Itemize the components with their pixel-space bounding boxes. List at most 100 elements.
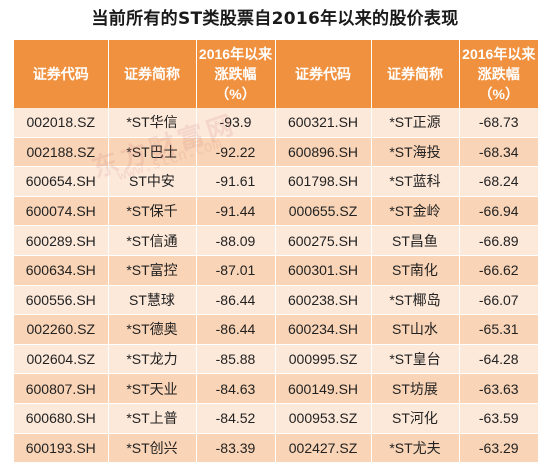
header-change-line2: 涨跌幅 bbox=[477, 66, 520, 82]
header-code-right: 证券代码 bbox=[275, 40, 372, 108]
right-code-cell: 000995.SZ bbox=[275, 344, 372, 375]
table-row: 600680.SH *ST上普 -84.52 000953.SZ ST河化 -63.59 bbox=[14, 403, 538, 434]
right-name-cell: *ST蓝科 bbox=[371, 166, 460, 197]
header-name-right: 证券简称 bbox=[371, 40, 460, 108]
table-row: 600634.SH *ST富控 -87.01 600301.SH ST南化 -66.62 bbox=[14, 255, 538, 286]
right-change-cell: -63.59 bbox=[459, 403, 538, 434]
right-change-cell: -66.94 bbox=[459, 196, 538, 227]
table-row: 002018.SZ *ST华信 -93.9 600321.SH *ST正源 -68.73 bbox=[14, 108, 538, 138]
left-change-cell: -84.52 bbox=[196, 403, 276, 434]
right-code-cell: 600301.SH bbox=[275, 255, 372, 286]
table-row: 002260.SZ *ST德奥 -86.44 600234.SH ST山水 -65.31 bbox=[14, 314, 538, 345]
page-title: 当前所有的ST类股票自2016年以来的股价表现 bbox=[91, 9, 459, 29]
st-stock-table: 证券代码 证券简称 2016年以来 涨跌幅 （%） 证券代码 证券简称 2016… bbox=[14, 40, 538, 464]
table-row: 600074.SH *ST保千 -91.44 000655.SZ *ST金岭 -66.94 bbox=[14, 196, 538, 227]
table-header-row: 证券代码 证券简称 2016年以来 涨跌幅 （%） 证券代码 证券简称 2016… bbox=[14, 40, 538, 108]
left-change-cell: -88.09 bbox=[196, 225, 276, 256]
right-change-cell: -63.29 bbox=[459, 433, 538, 464]
left-code-cell: 600807.SH bbox=[14, 373, 109, 404]
header-change-line3: （%） bbox=[478, 86, 519, 102]
left-name-cell: *ST创兴 bbox=[108, 433, 197, 464]
right-name-cell: *ST海投 bbox=[371, 137, 460, 168]
stock-table-container: 证券代码 证券简称 2016年以来 涨跌幅 （%） 证券代码 证券简称 2016… bbox=[14, 40, 538, 464]
left-code-cell: 002018.SZ bbox=[14, 108, 109, 138]
right-name-cell: *ST正源 bbox=[371, 108, 460, 138]
header-change-line2: 涨跌幅 bbox=[214, 66, 257, 82]
right-code-cell: 600149.SH bbox=[275, 373, 372, 404]
table-row: 002188.SZ *ST巴士 -92.22 600896.SH *ST海投 -68.34 bbox=[14, 137, 538, 168]
left-name-cell: *ST天业 bbox=[108, 373, 197, 404]
left-name-cell: *ST信通 bbox=[108, 225, 197, 256]
right-code-cell: 600238.SH bbox=[275, 285, 372, 316]
table-row: 600807.SH *ST天业 -84.63 600149.SH ST坊展 -63.63 bbox=[14, 373, 538, 404]
left-change-cell: -92.22 bbox=[196, 137, 276, 168]
right-change-cell: -65.31 bbox=[459, 314, 538, 345]
right-code-cell: 000655.SZ bbox=[275, 196, 372, 227]
left-change-cell: -83.39 bbox=[196, 433, 276, 464]
header-name-left: 证券简称 bbox=[108, 40, 197, 108]
right-change-cell: -66.89 bbox=[459, 225, 538, 256]
left-change-cell: -91.44 bbox=[196, 196, 276, 227]
right-change-cell: -66.62 bbox=[459, 255, 538, 286]
left-name-cell: *ST德奥 bbox=[108, 314, 197, 345]
left-name-cell: *ST龙力 bbox=[108, 344, 197, 375]
right-name-cell: ST山水 bbox=[371, 314, 460, 345]
left-name-cell: *ST保千 bbox=[108, 196, 197, 227]
right-code-cell: 600321.SH bbox=[275, 108, 372, 138]
left-change-cell: -93.9 bbox=[196, 108, 276, 138]
right-code-cell: 600234.SH bbox=[275, 314, 372, 345]
header-change-line3: （%） bbox=[215, 86, 256, 102]
left-change-cell: -86.44 bbox=[196, 314, 276, 345]
left-change-cell: -85.88 bbox=[196, 344, 276, 375]
left-code-cell: 002260.SZ bbox=[14, 314, 109, 345]
left-name-cell: ST中安 bbox=[108, 166, 197, 197]
left-name-cell: ST慧球 bbox=[108, 285, 197, 316]
right-name-cell: *ST金岭 bbox=[371, 196, 460, 227]
right-name-cell: ST河化 bbox=[371, 403, 460, 434]
header-code-left: 证券代码 bbox=[14, 40, 109, 108]
left-change-cell: -87.01 bbox=[196, 255, 276, 286]
right-change-cell: -66.07 bbox=[459, 285, 538, 316]
table-row: 600289.SH *ST信通 -88.09 600275.SH ST昌鱼 -66.89 bbox=[14, 225, 538, 256]
right-code-cell: 000953.SZ bbox=[275, 403, 372, 434]
left-change-cell: -91.61 bbox=[196, 166, 276, 197]
right-change-cell: -68.24 bbox=[459, 166, 538, 197]
right-name-cell: *ST尤夫 bbox=[371, 433, 460, 464]
left-name-cell: *ST富控 bbox=[108, 255, 197, 286]
header-change-right: 2016年以来 涨跌幅 （%） bbox=[459, 40, 538, 108]
right-name-cell: *ST椰岛 bbox=[371, 285, 460, 316]
left-code-cell: 002604.SZ bbox=[14, 344, 109, 375]
right-change-cell: -68.34 bbox=[459, 137, 538, 168]
header-change-line1: 2016年以来 bbox=[198, 46, 273, 62]
right-code-cell: 600275.SH bbox=[275, 225, 372, 256]
left-name-cell: *ST上普 bbox=[108, 403, 197, 434]
table-row: 600193.SH *ST创兴 -83.39 002427.SZ *ST尤夫 -63.29 bbox=[14, 433, 538, 464]
left-code-cell: 002188.SZ bbox=[14, 137, 109, 168]
table-row: 002604.SZ *ST龙力 -85.88 000995.SZ *ST皇台 -64.28 bbox=[14, 344, 538, 375]
table-row: 600654.SH ST中安 -91.61 601798.SH *ST蓝科 -68.24 bbox=[14, 166, 538, 197]
right-name-cell: ST南化 bbox=[371, 255, 460, 286]
left-code-cell: 600556.SH bbox=[14, 285, 109, 316]
right-code-cell: 600896.SH bbox=[275, 137, 372, 168]
right-change-cell: -64.28 bbox=[459, 344, 538, 375]
right-code-cell: 002427.SZ bbox=[275, 433, 372, 464]
left-code-cell: 600634.SH bbox=[14, 255, 109, 286]
left-code-cell: 600680.SH bbox=[14, 403, 109, 434]
left-code-cell: 600289.SH bbox=[14, 225, 109, 256]
right-name-cell: *ST皇台 bbox=[371, 344, 460, 375]
right-code-cell: 601798.SH bbox=[275, 166, 372, 197]
left-change-cell: -84.63 bbox=[196, 373, 276, 404]
left-name-cell: *ST华信 bbox=[108, 108, 197, 138]
left-change-cell: -86.44 bbox=[196, 285, 276, 316]
table-body: 002018.SZ *ST华信 -93.9 600321.SH *ST正源 -68.73 0… bbox=[14, 108, 538, 464]
header-change-left: 2016年以来 涨跌幅 （%） bbox=[196, 40, 276, 108]
right-name-cell: ST坊展 bbox=[371, 373, 460, 404]
right-name-cell: ST昌鱼 bbox=[371, 225, 460, 256]
left-code-cell: 600654.SH bbox=[14, 166, 109, 197]
right-change-cell: -63.63 bbox=[459, 373, 538, 404]
left-code-cell: 600193.SH bbox=[14, 433, 109, 464]
table-row: 600556.SH ST慧球 -86.44 600238.SH *ST椰岛 -66.07 bbox=[14, 285, 538, 316]
header-change-line1: 2016年以来 bbox=[462, 46, 536, 62]
left-code-cell: 600074.SH bbox=[14, 196, 109, 227]
left-name-cell: *ST巴士 bbox=[108, 137, 197, 168]
